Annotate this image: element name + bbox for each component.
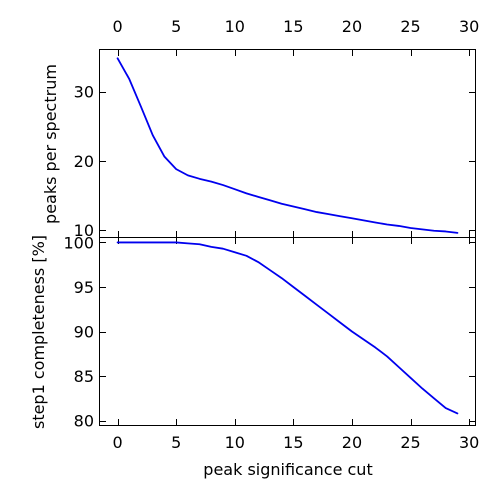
bottom-data-point xyxy=(152,241,154,243)
bottom-data-point xyxy=(398,366,400,368)
bottom-x-tick-label: 20 xyxy=(342,433,362,452)
top-data-point xyxy=(257,196,259,198)
top-axis-ticks xyxy=(100,50,475,237)
bottom-data-point xyxy=(339,322,341,324)
top-y-tick-label: 20 xyxy=(74,152,94,171)
top-x-tick-label: 25 xyxy=(400,17,420,36)
bottom-data-point xyxy=(269,269,271,271)
top-plot-frame xyxy=(99,49,476,238)
bottom-panel-completeness: 0 5 10 15 20 25 30 80 85 90 95 100 step1 completene… xyxy=(29,233,479,479)
top-data-point xyxy=(386,224,388,226)
top-data-point xyxy=(316,211,318,213)
bottom-data-point xyxy=(128,241,130,243)
bottom-x-tick-label: 25 xyxy=(400,433,420,452)
bottom-data-point xyxy=(316,304,318,306)
bottom-data-point xyxy=(304,295,306,297)
bottom-x-tick-label: 5 xyxy=(171,433,181,452)
bottom-data-point xyxy=(421,387,423,389)
top-data-point xyxy=(456,232,458,234)
top-data-point xyxy=(140,106,142,108)
bottom-data-point xyxy=(433,397,435,399)
top-data-point xyxy=(245,192,247,194)
top-data-point xyxy=(339,215,341,217)
top-data-point xyxy=(292,206,294,208)
top-panel-peaks-per-spectrum: 0 5 10 15 20 25 30 10 20 30 peaks per spectrum xyxy=(41,17,479,240)
top-data-point xyxy=(421,228,423,230)
top-data-point xyxy=(163,156,165,158)
bottom-data-point xyxy=(199,243,201,245)
bottom-data-point xyxy=(187,242,189,244)
bottom-plot-frame xyxy=(99,237,476,426)
bottom-data-point xyxy=(222,248,224,250)
bottom-data-point xyxy=(281,277,283,279)
bottom-y-tick-label: 90 xyxy=(74,323,94,342)
top-x-tick-label: 20 xyxy=(342,17,362,36)
top-data-point xyxy=(175,168,177,170)
bottom-data-point xyxy=(175,241,177,243)
bottom-data-point xyxy=(374,347,376,349)
bottom-data-point xyxy=(163,241,165,243)
bottom-data-point xyxy=(210,246,212,248)
top-data-point xyxy=(152,134,154,136)
bottom-x-tick-label: 10 xyxy=(225,433,245,452)
bottom-series-line xyxy=(116,241,459,415)
top-x-tick-label: 5 xyxy=(171,17,181,36)
bottom-data-point xyxy=(234,251,236,253)
bottom-y-tick-label: 85 xyxy=(74,367,94,386)
top-data-point xyxy=(433,230,435,232)
top-x-tick-label: 0 xyxy=(112,17,122,36)
bottom-data-point xyxy=(292,286,294,288)
top-data-point xyxy=(351,217,353,219)
top-tick-labels: 0 5 10 15 20 25 30 10 20 30 xyxy=(74,17,480,240)
top-data-point xyxy=(328,213,330,215)
bottom-data-point xyxy=(245,255,247,257)
top-data-point xyxy=(281,203,283,205)
bottom-data-point xyxy=(410,377,412,379)
top-data-point xyxy=(445,230,447,232)
top-series xyxy=(116,57,459,234)
bottom-x-tick-label: 15 xyxy=(283,433,303,452)
bottom-axis-ticks xyxy=(100,238,475,425)
top-data-point xyxy=(187,174,189,176)
bottom-data-point xyxy=(445,407,447,409)
bottom-data-point xyxy=(363,339,365,341)
bottom-x-tick-label: 30 xyxy=(459,433,479,452)
top-series-line xyxy=(116,57,459,234)
top-data-point xyxy=(374,221,376,223)
bottom-data-point xyxy=(117,241,119,243)
top-data-point xyxy=(363,219,365,221)
bottom-data-point xyxy=(456,412,458,414)
top-data-point xyxy=(234,188,236,190)
top-data-point xyxy=(304,208,306,210)
top-data-point xyxy=(117,57,119,59)
x-axis-label: peak significance cut xyxy=(203,460,372,479)
bottom-data-point xyxy=(328,313,330,315)
top-data-point xyxy=(269,199,271,201)
top-data-point xyxy=(410,227,412,229)
top-data-point xyxy=(398,225,400,227)
top-data-point xyxy=(222,184,224,186)
top-data-point xyxy=(210,181,212,183)
bottom-data-point xyxy=(140,241,142,243)
bottom-tick-labels: 0 5 10 15 20 25 30 80 85 90 95 100 xyxy=(63,233,479,452)
top-x-tick-label: 30 xyxy=(459,17,479,36)
top-x-tick-label: 10 xyxy=(225,17,245,36)
top-y-tick-label: 30 xyxy=(74,83,94,102)
top-y-axis-label: peaks per spectrum xyxy=(41,64,60,224)
bottom-data-point xyxy=(257,261,259,263)
bottom-series xyxy=(116,241,459,415)
bottom-x-tick-label: 0 xyxy=(112,433,122,452)
top-data-point xyxy=(199,178,201,180)
bottom-y-tick-label: 95 xyxy=(74,278,94,297)
top-x-tick-label: 15 xyxy=(283,17,303,36)
bottom-data-point xyxy=(351,331,353,333)
bottom-y-tick-label: 80 xyxy=(74,412,94,431)
bottom-data-point xyxy=(386,355,388,357)
bottom-y-axis-label: step1 completeness [%] xyxy=(29,235,48,429)
bottom-y-tick-label: 100 xyxy=(63,233,94,252)
top-y-tick-label: 10 xyxy=(74,221,94,240)
top-data-point xyxy=(128,78,130,80)
